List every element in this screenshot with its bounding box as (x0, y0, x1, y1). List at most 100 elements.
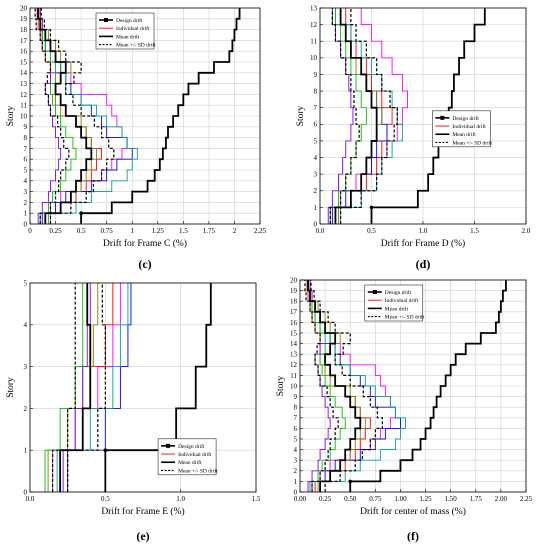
y-tick-label: 15 (290, 329, 298, 337)
y-tick-label: 19 (290, 287, 298, 295)
x-tick-label: 1.0 (176, 495, 185, 503)
y-tick-label: 2 (24, 405, 28, 413)
legend-label: Individual drift (178, 451, 212, 458)
panel-label: (e) (136, 529, 149, 543)
y-tick-label: 1 (314, 204, 318, 212)
design-drift-marker (79, 211, 83, 215)
mean-drift-line (37, 8, 93, 224)
x-axis-label: Drift for Frame C (%) (103, 238, 187, 249)
chart-panel-c: 0 0.25 0.5 0.75 1 1.25 1.5 1.75 2 2.2501234567891… (6, 4, 267, 271)
mean-sd-drift-line (304, 280, 339, 492)
x-axis-label: Drift for center of mass (%) (360, 506, 466, 517)
panel-label: (d) (416, 257, 431, 271)
y-tick-label: 12 (20, 91, 28, 99)
mean-sd-drift-line (34, 8, 70, 224)
y-tick-label: 14 (290, 340, 298, 348)
y-tick-label: 8 (294, 404, 298, 412)
y-tick-label: 9 (294, 393, 298, 401)
x-tick-label: 1.75 (470, 495, 483, 503)
mean-sd-drift-line (310, 280, 383, 492)
design-drift-line (104, 283, 212, 492)
individual-drift-line (335, 8, 393, 224)
mean-sd-drift-line (329, 8, 360, 224)
y-tick-label: 3 (294, 457, 298, 465)
x-tick-label: 1.5 (252, 495, 261, 503)
y-axis-label: Story (6, 105, 16, 126)
legend-label: Mean +/- SD drift (178, 467, 218, 474)
mean-sd-drift-line (340, 8, 398, 224)
legend-marker (166, 443, 171, 448)
chart-panel-e: 0.0 0.5 1.0 1.5 0 1 2 3 4 5 Drift for Frame E (%) S… (6, 279, 261, 543)
mean-drift-line (307, 280, 362, 492)
y-tick-label: 7 (24, 145, 28, 153)
x-tick-label: 1.5 (179, 227, 188, 235)
design-drift-line (80, 8, 241, 224)
y-tick-label: 11 (20, 102, 27, 110)
y-tick-label: 10 (290, 382, 298, 390)
legend-label: Design drift (385, 289, 412, 296)
y-axis-label: Story (276, 375, 286, 396)
individual-drift-line (44, 283, 84, 492)
y-tick-label: 16 (20, 48, 28, 56)
panel-label: (c) (138, 257, 151, 271)
legend-label: Mean +/- SD drift (452, 139, 492, 146)
legend-label: Mean +/- SD drift (116, 42, 156, 49)
y-tick-label: 10 (20, 112, 28, 120)
x-tick-label: 1.50 (445, 495, 458, 503)
x-tick-label: 2.00 (495, 495, 508, 503)
design-drift-line (349, 280, 507, 492)
y-tick-label: 6 (314, 121, 318, 129)
y-tick-label: 2 (24, 199, 28, 207)
x-axis-label: Drift for Frame E (%) (101, 506, 184, 517)
y-tick-label: 11 (290, 372, 297, 380)
legend-label: Design drift (178, 443, 205, 450)
legend-label: Design drift (452, 115, 479, 122)
y-tick-label: 20 (20, 4, 28, 12)
y-tick-label: 17 (20, 37, 28, 45)
x-tick-label: 0.00 (294, 495, 307, 503)
mean-sd-drift-line (40, 8, 115, 224)
y-tick-label: 8 (314, 87, 318, 95)
individual-drift-line (307, 280, 346, 492)
x-tick-label: 0.0 (26, 495, 35, 503)
design-drift-marker (369, 205, 374, 210)
y-tick-label: 4 (314, 154, 318, 162)
y-tick-label: 3 (24, 363, 28, 371)
x-tick-label: 1.00 (394, 495, 407, 503)
y-tick-label: 6 (294, 425, 298, 433)
y-tick-label: 14 (20, 69, 28, 77)
x-tick-label: 0.5 (367, 227, 376, 235)
x-axis-label: Drift for Frame D (%) (381, 238, 465, 249)
design-drift-marker (103, 448, 108, 453)
y-tick-label: 17 (290, 308, 298, 316)
x-tick-label: 0.25 (319, 495, 332, 503)
x-tick-label: 2.0 (522, 227, 531, 235)
legend-label: Individual drift (116, 25, 150, 32)
individual-drift-line (67, 283, 132, 492)
y-tick-label: 0 (24, 220, 28, 228)
y-tick-label: 10 (310, 54, 318, 62)
y-tick-label: 5 (24, 279, 28, 287)
y-tick-label: 0 (314, 220, 318, 228)
x-tick-label: 1.0 (419, 227, 428, 235)
y-tick-label: 9 (24, 123, 28, 131)
design-drift-marker (348, 479, 353, 484)
x-tick-label: 0.5 (77, 227, 86, 235)
y-tick-label: 12 (290, 361, 298, 369)
y-tick-label: 2 (314, 187, 318, 195)
mean-drift-line (59, 283, 92, 492)
y-tick-label: 7 (294, 414, 298, 422)
legend-label: Mean drift (385, 305, 409, 312)
legend-label: Design drift (116, 17, 143, 24)
x-tick-label: 0.25 (49, 227, 62, 235)
y-axis-label: Story (6, 377, 16, 398)
y-tick-label: 2 (294, 467, 298, 475)
x-tick-label: 1.5 (470, 227, 479, 235)
mean-sd-drift-line (52, 283, 76, 492)
x-tick-label: 1 (130, 227, 134, 235)
legend-label: Mean drift (452, 131, 476, 138)
